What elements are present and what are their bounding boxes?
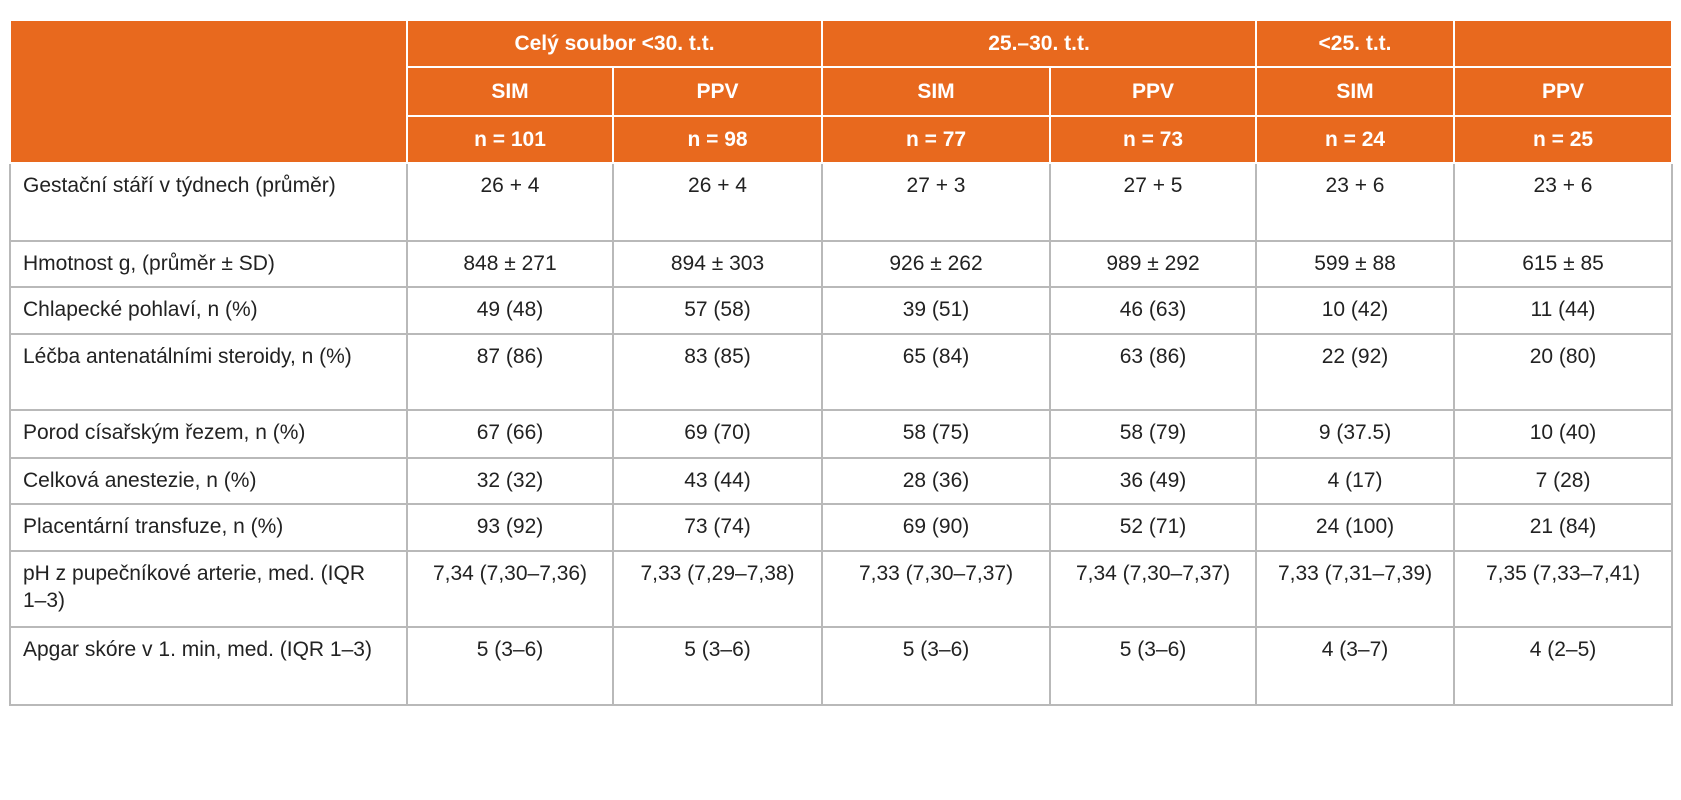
cell: 24 (100)	[1255, 503, 1456, 552]
empty-header	[1453, 19, 1674, 68]
cell: 65 (84)	[821, 333, 1052, 411]
cell: 39 (51)	[821, 286, 1052, 335]
cell: 43 (44)	[611, 457, 824, 505]
cell: 23 + 6	[1255, 162, 1456, 242]
data-table: Celý soubor <30. t.t. 25.–30. t.t. <25. …	[9, 19, 1674, 706]
cell: 27 + 3	[821, 162, 1052, 242]
subheader: SIM	[1255, 66, 1456, 117]
cell: 7,33 (7,29–7,38)	[611, 550, 824, 628]
subheader: PPV	[1453, 66, 1674, 117]
cell: 26 + 4	[406, 162, 614, 242]
subheader: PPV	[1049, 66, 1258, 117]
cell: 73 (74)	[611, 503, 824, 552]
cell: 21 (84)	[1453, 503, 1674, 552]
row-label: Apgar skóre v 1. min, med. (IQR 1–3)	[9, 626, 408, 706]
cell: 989 ± 292	[1049, 240, 1258, 288]
cell: 28 (36)	[821, 457, 1052, 505]
cell: 23 + 6	[1453, 162, 1674, 242]
cell: 848 ± 271	[406, 240, 614, 288]
subheader: SIM	[821, 66, 1052, 117]
cell: 58 (79)	[1049, 409, 1258, 459]
n-header: n = 24	[1255, 115, 1456, 164]
table-row: Chlapecké pohlaví, n (%) 49 (48) 57 (58) 39…	[9, 286, 1674, 335]
cell: 58 (75)	[821, 409, 1052, 459]
cell: 87 (86)	[406, 333, 614, 411]
cell: 83 (85)	[611, 333, 824, 411]
cell: 7,33 (7,30–7,37)	[821, 550, 1052, 628]
cell: 7,33 (7,31–7,39)	[1255, 550, 1456, 628]
cell: 52 (71)	[1049, 503, 1258, 552]
cell: 67 (66)	[406, 409, 614, 459]
table-row: pH z pupečníkové arterie, med. (IQR 1–3)…	[9, 550, 1674, 628]
row-label: Celková anestezie, n (%)	[9, 457, 408, 505]
cell: 49 (48)	[406, 286, 614, 335]
row-label: Chlapecké pohlaví, n (%)	[9, 286, 408, 335]
subheader: SIM	[406, 66, 614, 117]
cell: 57 (58)	[611, 286, 824, 335]
cell: 46 (63)	[1049, 286, 1258, 335]
corner-cell	[9, 19, 408, 164]
cell: 894 ± 303	[611, 240, 824, 288]
group-header: 25.–30. t.t.	[821, 19, 1258, 68]
n-header: n = 101	[406, 115, 614, 164]
cell: 10 (42)	[1255, 286, 1456, 335]
row-label: Hmotnost g, (průměr ± SD)	[9, 240, 408, 288]
cell: 7 (28)	[1453, 457, 1674, 505]
cell: 615 ± 85	[1453, 240, 1674, 288]
n-header: n = 98	[611, 115, 824, 164]
row-label: Placentární transfuze, n (%)	[9, 503, 408, 552]
n-row: n = 101 n = 98 n = 77 n = 73 n = 24 n = 25	[10, 115, 1674, 164]
table-row: Celková anestezie, n (%) 32 (32) 43 (44) 28…	[9, 457, 1674, 505]
cell: 4 (3–7)	[1255, 626, 1456, 706]
group-header: <25. t.t.	[1255, 19, 1456, 68]
cell: 5 (3–6)	[611, 626, 824, 706]
cell: 32 (32)	[406, 457, 614, 505]
cell: 7,35 (7,33–7,41)	[1453, 550, 1674, 628]
n-header: n = 73	[1049, 115, 1258, 164]
cell: 4 (17)	[1255, 457, 1456, 505]
cell: 27 + 5	[1049, 162, 1258, 242]
subheader: PPV	[611, 66, 824, 117]
cell: 926 ± 262	[821, 240, 1052, 288]
cell: 22 (92)	[1255, 333, 1456, 411]
cell: 63 (86)	[1049, 333, 1258, 411]
subheader-row: SIM PPV SIM PPV SIM PPV	[10, 66, 1674, 117]
cell: 9 (37.5)	[1255, 409, 1456, 459]
group-row: Celý soubor <30. t.t. 25.–30. t.t. <25. …	[9, 19, 1674, 164]
cell: 599 ± 88	[1255, 240, 1456, 288]
table-row: Hmotnost g, (průměr ± SD) 848 ± 271 894 ± …	[9, 240, 1674, 288]
cell: 69 (70)	[611, 409, 824, 459]
group-header: Celý soubor <30. t.t.	[405, 19, 824, 68]
cell: 69 (90)	[821, 503, 1052, 552]
cell: 93 (92)	[406, 503, 614, 552]
cell: 5 (3–6)	[1049, 626, 1258, 706]
row-label: Léčba antenatálními steroidy, n (%)	[9, 333, 408, 411]
table-row: Placentární transfuze, n (%) 93 (92) 73 (7…	[9, 503, 1674, 552]
n-header: n = 77	[821, 115, 1052, 164]
cell: 7,34 (7,30–7,37)	[1049, 550, 1258, 628]
cell: 7,34 (7,30–7,36)	[406, 550, 614, 628]
table-row: Léčba antenatálními steroidy, n (%) 87 (8…	[9, 333, 1674, 411]
row-label: Porod císařským řezem, n (%)	[9, 409, 408, 459]
row-label: pH z pupečníkové arterie, med. (IQR 1–3)	[9, 550, 408, 628]
table-row: Porod císařským řezem, n (%) 67 (66) 69 (7…	[9, 409, 1674, 459]
cell: 10 (40)	[1453, 409, 1674, 459]
cell: 20 (80)	[1453, 333, 1674, 411]
cell: 4 (2–5)	[1453, 626, 1674, 706]
table-row: Apgar skóre v 1. min, med. (IQR 1–3) 5 (3…	[9, 626, 1674, 706]
n-header: n = 25	[1453, 115, 1674, 164]
cell: 36 (49)	[1049, 457, 1258, 505]
cell: 26 + 4	[611, 162, 824, 242]
cell: 5 (3–6)	[821, 626, 1052, 706]
row-label: Gestační stáří v týdnech (průměr)	[9, 162, 408, 242]
cell: 5 (3–6)	[406, 626, 614, 706]
cell: 11 (44)	[1453, 286, 1674, 335]
